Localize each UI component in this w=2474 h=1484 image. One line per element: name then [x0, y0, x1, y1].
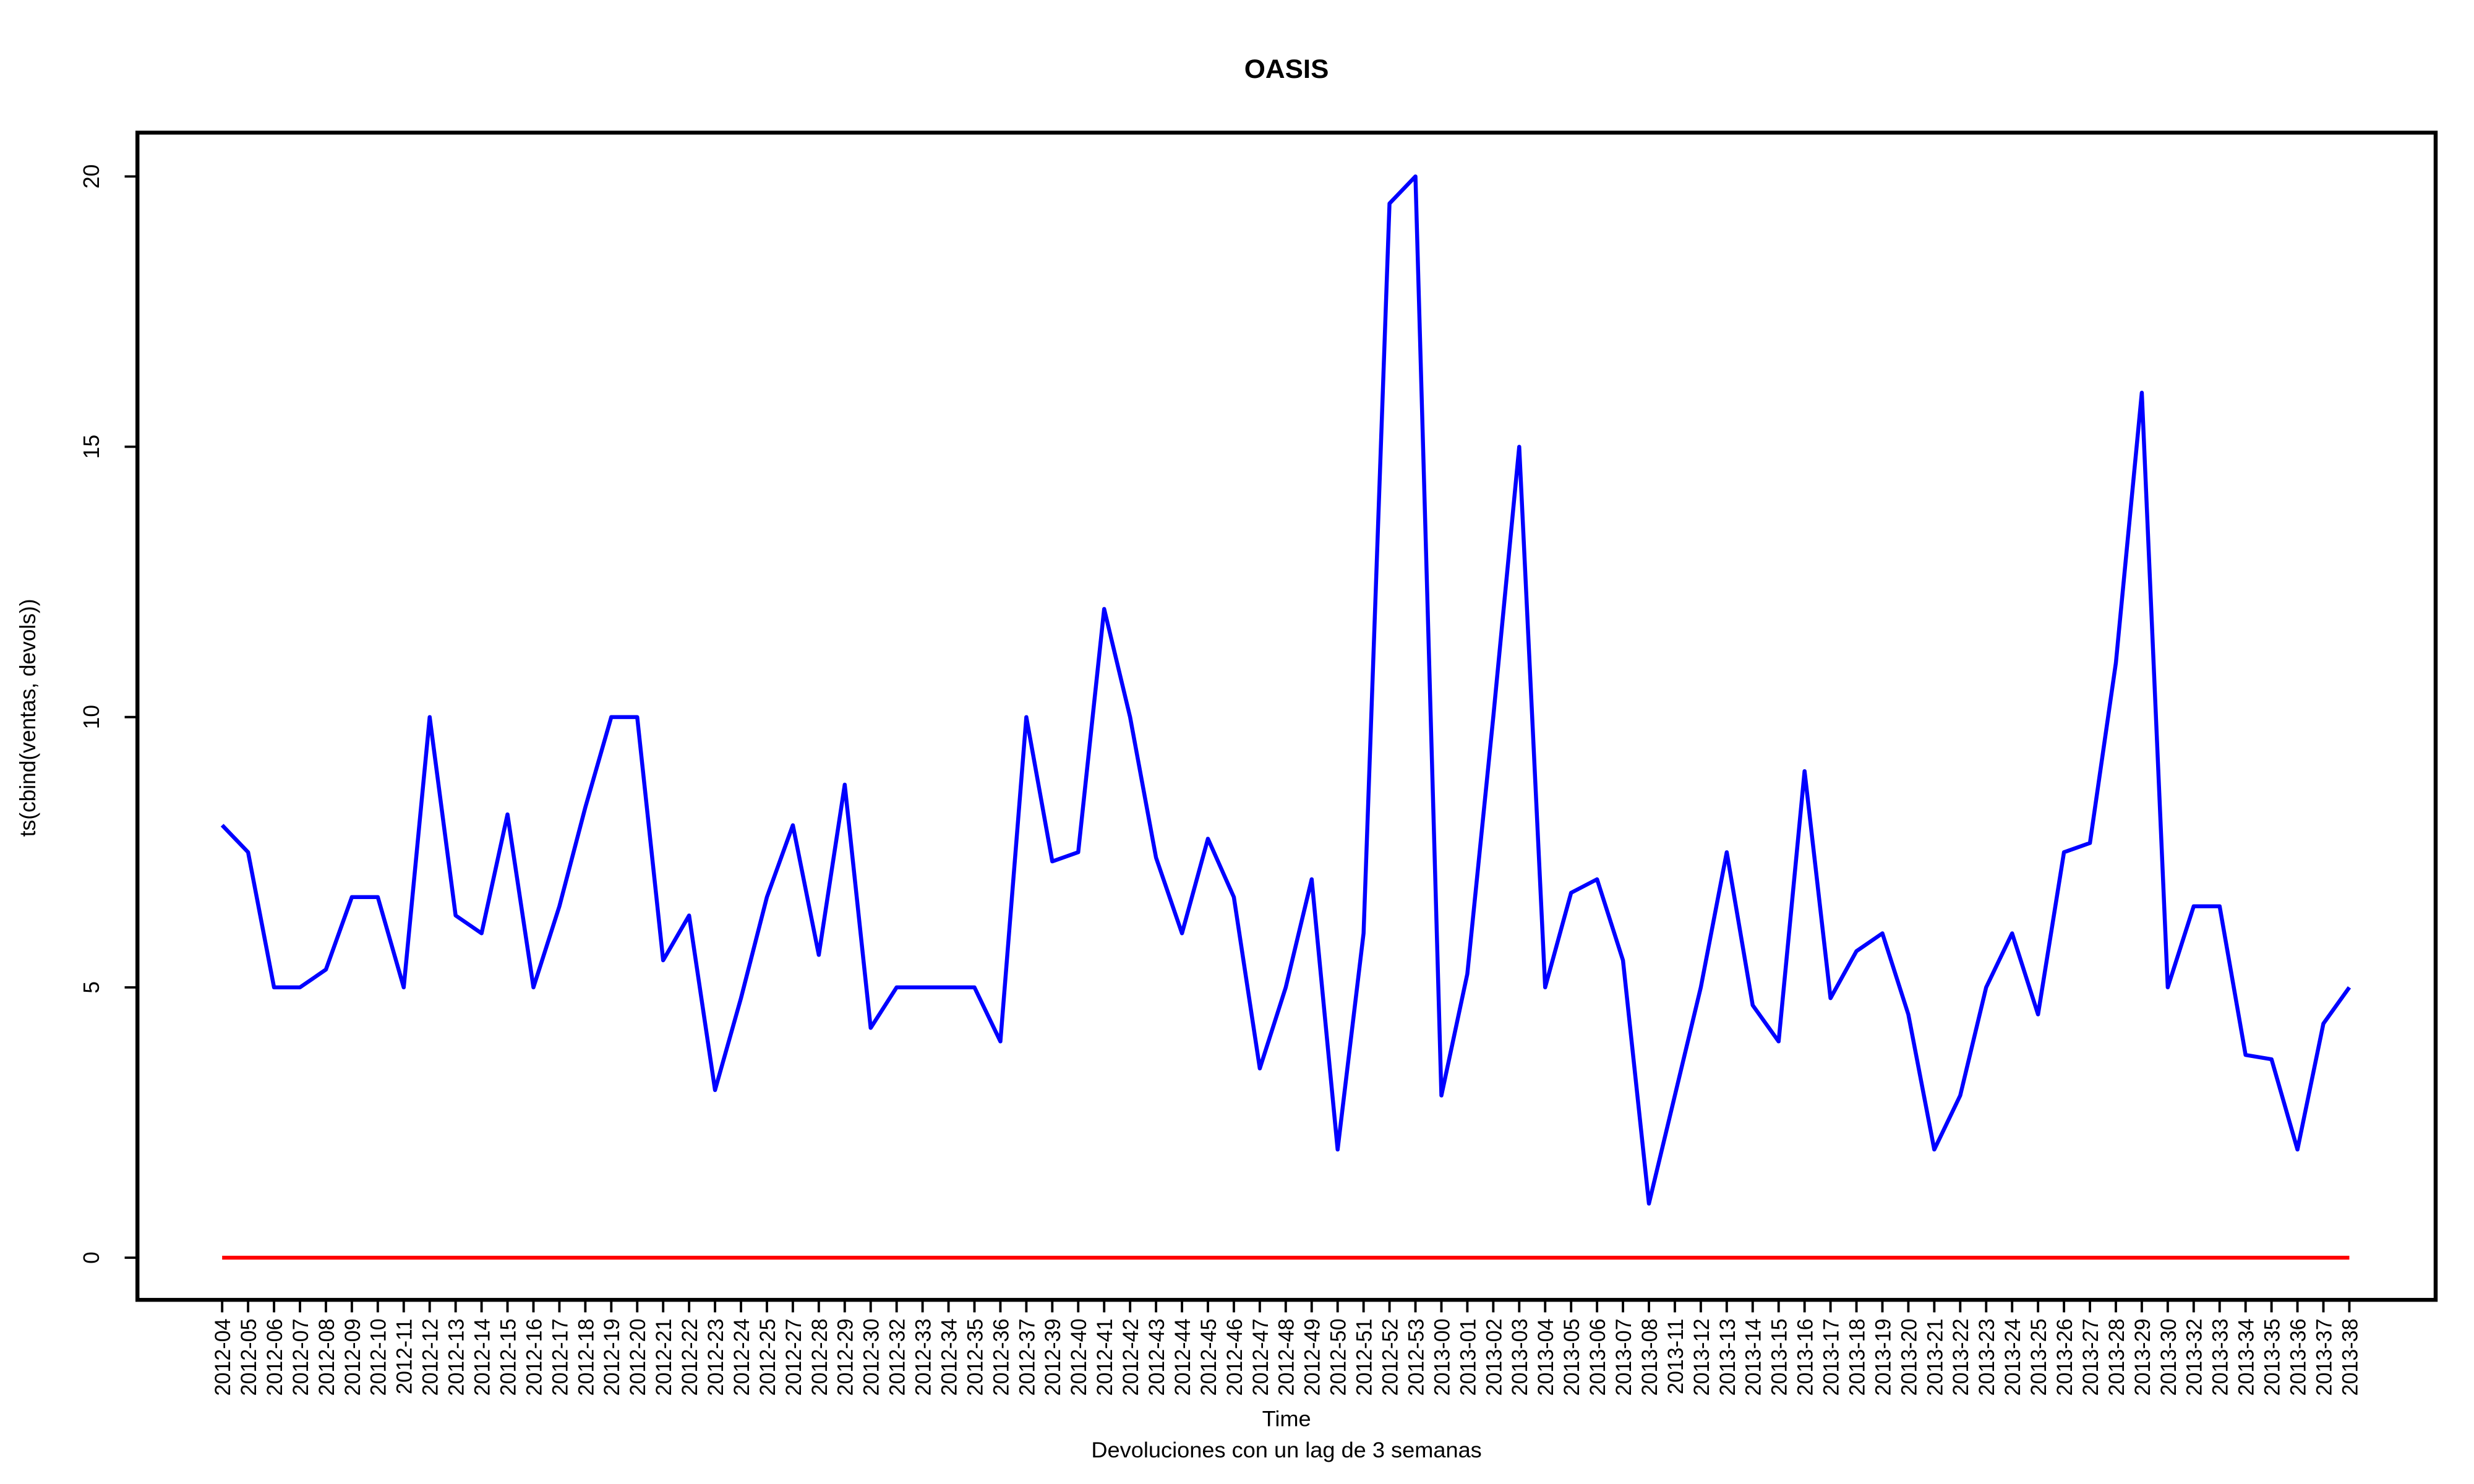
- x-tick-label: 2013-14: [1742, 1318, 1765, 1396]
- x-tick-label: 2013-20: [1898, 1318, 1921, 1396]
- x-tick-label: 2013-13: [1716, 1318, 1739, 1396]
- x-tick-label: 2013-25: [2027, 1318, 2051, 1396]
- x-tick-label: 2013-33: [2209, 1318, 2232, 1396]
- x-tick-label: 2013-35: [2261, 1318, 2284, 1396]
- x-tick-label: 2012-48: [1275, 1318, 1298, 1396]
- x-tick-label: 2013-08: [1638, 1318, 1662, 1396]
- x-tick-label: 2012-28: [808, 1318, 831, 1396]
- x-tick-label: 2012-52: [1379, 1318, 1402, 1396]
- x-tick-label: 2012-35: [964, 1318, 987, 1396]
- x-tick-label: 2012-39: [1042, 1318, 1065, 1396]
- x-tick-label: 2012-16: [523, 1318, 546, 1396]
- x-tick-label: 2012-41: [1094, 1318, 1117, 1396]
- x-tick-label: 2013-11: [1664, 1318, 1688, 1394]
- x-tick-label: 2012-46: [1223, 1318, 1246, 1396]
- x-tick-label: 2012-40: [1068, 1318, 1091, 1396]
- x-tick-label: 2012-21: [653, 1318, 676, 1396]
- x-tick-label: 2012-36: [990, 1318, 1013, 1396]
- x-tick-label: 2012-42: [1119, 1318, 1143, 1396]
- x-tick-label: 2012-34: [938, 1318, 961, 1396]
- x-tick-label: 2013-28: [2105, 1318, 2129, 1396]
- y-tick-label: 10: [79, 705, 104, 729]
- x-tick-label: 2012-13: [445, 1318, 468, 1396]
- x-tick-label: 2012-07: [289, 1318, 313, 1396]
- x-tick-label: 2012-19: [601, 1318, 624, 1396]
- plot-frame: [135, 130, 2438, 1302]
- x-tick-label: 2012-37: [1016, 1318, 1039, 1396]
- x-tick-label: 2012-50: [1327, 1318, 1350, 1396]
- x-tick-label: 2013-34: [2235, 1318, 2258, 1396]
- x-tick-label: 2012-09: [341, 1318, 364, 1396]
- x-tick-label: 2013-27: [2079, 1318, 2103, 1396]
- x-tick-label: 2012-12: [419, 1318, 442, 1396]
- y-tick-label: 0: [79, 1252, 104, 1264]
- x-tick-label: 2013-19: [1872, 1318, 1895, 1396]
- x-tick-label: 2013-30: [2157, 1318, 2180, 1396]
- x-tick-label: 2012-29: [834, 1318, 857, 1396]
- x-tick-label: 2012-44: [1171, 1318, 1195, 1396]
- x-tick-label: 2012-45: [1197, 1318, 1221, 1396]
- y-axis-label: ts(cbind(ventas, devols)): [15, 599, 40, 837]
- x-tick-label: 2013-04: [1534, 1318, 1558, 1396]
- x-axis-label: Time: [1262, 1407, 1311, 1431]
- x-tick-label: 2012-05: [238, 1318, 261, 1396]
- x-tick-label: 2012-14: [471, 1318, 494, 1396]
- x-tick-label: 2013-37: [2313, 1318, 2336, 1396]
- x-tick-label: 2013-03: [1509, 1318, 1532, 1396]
- y-tick-label: 5: [79, 981, 104, 994]
- x-tick-label: 2012-32: [886, 1318, 909, 1396]
- x-tick-label: 2013-02: [1483, 1318, 1506, 1396]
- x-tick-label: 2013-01: [1457, 1318, 1480, 1396]
- x-tick-label: 2012-23: [704, 1318, 728, 1396]
- x-tick-label: 2012-17: [549, 1318, 572, 1396]
- x-tick-label: 2012-25: [756, 1318, 780, 1396]
- x-tick-label: 2013-21: [1924, 1318, 1947, 1396]
- x-tick-label: 2013-07: [1612, 1318, 1636, 1396]
- x-tick-label: 2012-43: [1145, 1318, 1169, 1396]
- x-tick-label: 2013-12: [1690, 1318, 1713, 1396]
- x-tick-label: 2013-26: [2053, 1318, 2077, 1396]
- x-tick-label: 2013-05: [1560, 1318, 1584, 1396]
- x-tick-label: 2012-20: [627, 1318, 650, 1396]
- x-tick-label: 2013-16: [1794, 1318, 1817, 1396]
- x-tick-label: 2013-38: [2339, 1318, 2362, 1396]
- x-tick-label: 2013-24: [2001, 1318, 2025, 1396]
- x-tick-label: 2012-06: [263, 1318, 287, 1396]
- x-tick-label: 2012-15: [497, 1318, 520, 1396]
- x-tick-label: 2013-22: [1950, 1318, 1973, 1396]
- x-tick-label: 2013-17: [1820, 1318, 1843, 1396]
- x-tick-label: 2012-04: [212, 1318, 235, 1396]
- x-tick-label: 2012-47: [1249, 1318, 1272, 1396]
- x-tick-label: 2013-23: [1975, 1318, 1999, 1396]
- x-tick-label: 2012-18: [575, 1318, 598, 1396]
- y-tick-label: 20: [79, 164, 104, 189]
- y-tick-label: 15: [79, 435, 104, 459]
- x-tick-label: 2013-32: [2183, 1318, 2206, 1396]
- x-tick-label: 2013-00: [1431, 1318, 1454, 1396]
- x-tick-label: 2012-10: [367, 1318, 390, 1396]
- x-tick-label: 2012-11: [393, 1318, 416, 1394]
- x-tick-label: 2012-53: [1405, 1318, 1428, 1396]
- x-tick-label: 2013-06: [1586, 1318, 1610, 1396]
- x-tick-label: 2013-36: [2287, 1318, 2310, 1396]
- x-tick-label: 2012-49: [1301, 1318, 1324, 1396]
- x-tick-label: 2012-51: [1353, 1318, 1376, 1396]
- x-tick-label: 2012-22: [678, 1318, 702, 1396]
- x-tick-label: 2012-33: [912, 1318, 935, 1396]
- series-line: [220, 174, 2352, 1206]
- x-tick-label: 2013-15: [1768, 1318, 1791, 1396]
- chart-title: OASIS: [1244, 55, 1329, 84]
- subtitle: Devoluciones con un lag de 3 semanas: [1091, 1438, 1481, 1462]
- x-tick-label: 2012-24: [730, 1318, 754, 1396]
- x-tick-label: 2013-18: [1846, 1318, 1869, 1396]
- x-tick-label: 2012-27: [782, 1318, 805, 1396]
- x-tick-label: 2012-08: [315, 1318, 339, 1396]
- x-tick-label: 2012-30: [860, 1318, 883, 1396]
- x-tick-label: 2013-29: [2131, 1318, 2154, 1396]
